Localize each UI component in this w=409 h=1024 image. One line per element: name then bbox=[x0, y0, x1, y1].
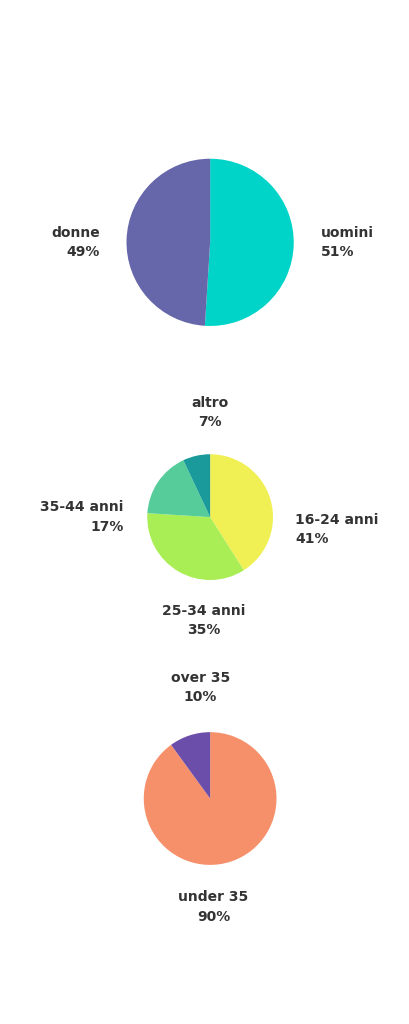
Wedge shape bbox=[147, 513, 243, 580]
Wedge shape bbox=[209, 455, 272, 570]
Wedge shape bbox=[204, 159, 293, 326]
Wedge shape bbox=[144, 732, 276, 865]
Text: 16-24 anni
41%: 16-24 anni 41% bbox=[294, 513, 378, 547]
Wedge shape bbox=[126, 159, 210, 326]
Text: uomini
51%: uomini 51% bbox=[320, 225, 373, 259]
Text: over 35
10%: over 35 10% bbox=[170, 671, 229, 705]
Text: 25-34 anni
35%: 25-34 anni 35% bbox=[162, 604, 245, 637]
Text: 35-44 anni
17%: 35-44 anni 17% bbox=[40, 501, 123, 534]
Wedge shape bbox=[171, 732, 210, 799]
Wedge shape bbox=[183, 455, 210, 517]
Text: altro
7%: altro 7% bbox=[191, 395, 228, 429]
Wedge shape bbox=[147, 460, 209, 517]
Text: under 35
90%: under 35 90% bbox=[178, 890, 248, 924]
Text: donne
49%: donne 49% bbox=[51, 225, 99, 259]
